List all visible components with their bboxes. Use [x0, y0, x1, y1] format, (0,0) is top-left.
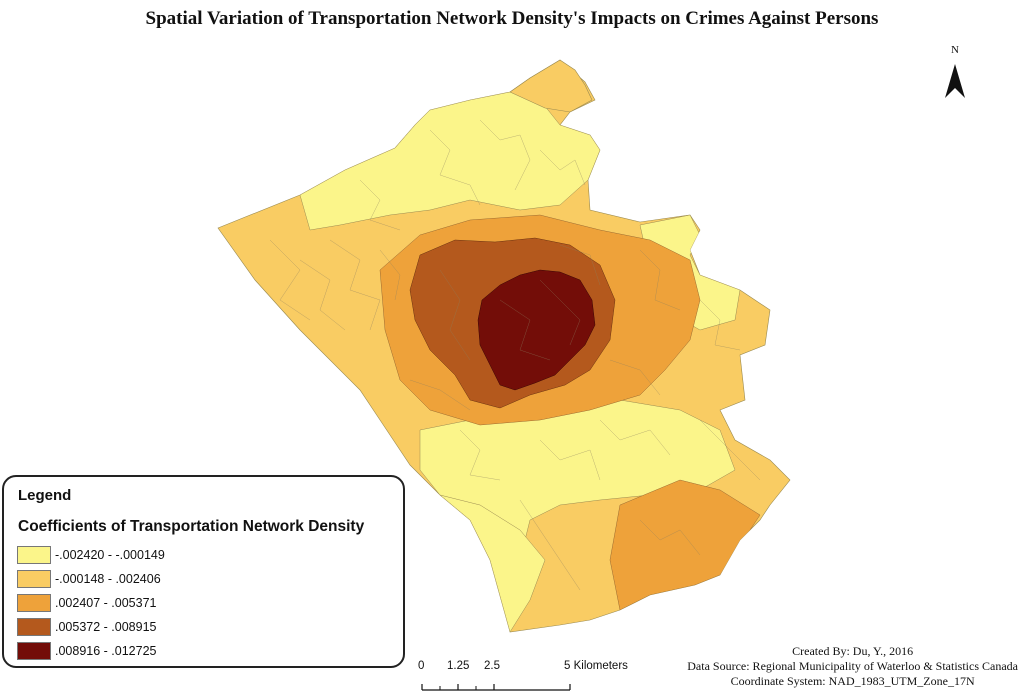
legend-swatch: [17, 546, 51, 564]
legend-item: .002407 - .005371: [17, 591, 165, 615]
legend-label: .005372 - .008915: [55, 620, 157, 634]
north-arrow-icon: [945, 64, 965, 98]
zone-class1-southwest: [439, 494, 546, 632]
scale-bar-graphic: [421, 684, 571, 691]
scale-bar: 0 1.25 2.5 5 Kilometers: [412, 660, 642, 696]
legend-label: .002407 - .005371: [55, 596, 157, 610]
legend-label: -.002420 - -.000149: [55, 548, 165, 562]
legend-label: -.000148 - .002406: [55, 572, 161, 586]
zone-class3-southeast: [609, 479, 761, 611]
credit-created-by: Created By: Du, Y., 2016: [792, 644, 914, 658]
legend-swatch: [17, 594, 51, 612]
credits-block: Created By: Du, Y., 2016 Data Source: Re…: [687, 644, 1018, 689]
legend-box: Legend Coefficients of Transportation Ne…: [2, 475, 405, 668]
scale-label-3: 5 Kilometers: [564, 660, 628, 672]
north-arrow: N: [938, 44, 972, 104]
census-tract-lines: [269, 119, 761, 591]
zone-class5-core: [477, 269, 596, 391]
legend-item: .008916 - .012725: [17, 639, 165, 663]
legend-swatch: [17, 618, 51, 636]
legend-heading: Legend: [18, 487, 72, 504]
map-title: Spatial Variation of Transportation Netw…: [145, 8, 879, 29]
scale-label-1: 1.25: [447, 660, 470, 672]
legend-swatch: [17, 570, 51, 588]
scale-label-0: 0: [418, 660, 425, 672]
credit-coordinate-system: Coordinate System: NAD_1983_UTM_Zone_17N: [730, 674, 975, 688]
credit-data-source: Data Source: Regional Municipality of Wa…: [687, 659, 1018, 673]
legend-item: -.000148 - .002406: [17, 567, 165, 591]
legend-item: -.002420 - -.000149: [17, 543, 165, 567]
legend-items: -.002420 - -.000149 -.000148 - .002406 .…: [17, 543, 165, 663]
legend-swatch: [17, 642, 51, 660]
legend-item: .005372 - .008915: [17, 615, 165, 639]
scale-label-2: 2.5: [484, 660, 500, 672]
zone-class2-northeast-lobe: [509, 59, 593, 113]
legend-label: .008916 - .012725: [55, 644, 157, 658]
legend-subtitle: Coefficients of Transportation Network D…: [18, 518, 365, 535]
zone-class1-north: [299, 91, 601, 231]
north-label: N: [951, 44, 959, 56]
